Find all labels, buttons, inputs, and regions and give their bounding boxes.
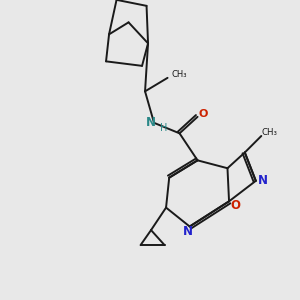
Text: N: N (257, 174, 267, 187)
Text: O: O (198, 109, 208, 119)
Text: O: O (231, 199, 241, 212)
Text: CH₃: CH₃ (262, 128, 278, 137)
Text: N: N (146, 116, 155, 129)
Text: H: H (160, 123, 167, 133)
Text: CH₃: CH₃ (171, 70, 187, 79)
Text: N: N (183, 225, 193, 239)
